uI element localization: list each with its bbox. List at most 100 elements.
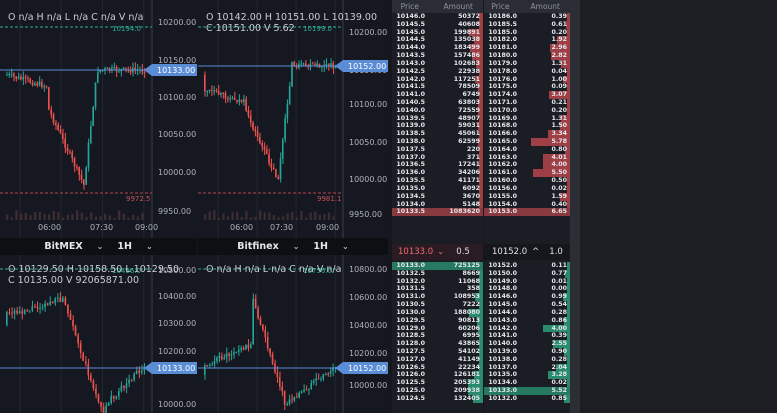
ask-row[interactable]: 10163.0 4.01: [484, 153, 570, 162]
ask-row[interactable]: 10142.5 22938: [392, 67, 483, 76]
exchange-selector-bitmex[interactable]: BitMEX ⌄ 1H ⌄: [0, 238, 197, 255]
chevron-down-icon[interactable]: ⌄: [145, 242, 153, 251]
ask-row[interactable]: 10182.0 1.92: [484, 36, 570, 45]
ask-row[interactable]: 10175.0 0.09: [484, 83, 570, 92]
bid-row[interactable]: 10139.0 0.90: [484, 347, 570, 356]
bid-row[interactable]: 10133.0 5.52: [484, 387, 570, 395]
ask-row[interactable]: 10136.5 17241: [392, 161, 483, 170]
bid-row[interactable]: 10141.0 0.39: [484, 332, 570, 341]
bid-row[interactable]: 10126.0 126181: [392, 371, 483, 380]
bid-row[interactable]: 10149.0 0.01: [484, 277, 570, 286]
bid-row[interactable]: 10132.5 8669: [392, 269, 483, 278]
bid-row[interactable]: 10135.0 3.28: [484, 371, 570, 380]
orderbook-bitmex[interactable]: Price Amount 10146.0 50372 10145.5 40608 1014…: [392, 0, 483, 413]
bid-row[interactable]: 10130.5 7222: [392, 301, 483, 309]
ask-row[interactable]: 10178.0 0.04: [484, 67, 570, 76]
ask-row[interactable]: 10169.0 1.31: [484, 114, 570, 123]
ask-row[interactable]: 10155.0 1.59: [484, 192, 570, 201]
price-chart-br[interactable]: 10800.00 10600.00 10400.00 10200.00 10000.00…: [198, 255, 388, 413]
ask-row[interactable]: 10164.0 0.80: [484, 145, 570, 154]
ask-row[interactable]: 10162.0 4.00: [484, 161, 570, 170]
ask-row[interactable]: 10156.0 0.02: [484, 184, 570, 193]
chart-panel-bitfinex-top[interactable]: 10200.0010150.0010100.0010050.0010000.00…: [198, 0, 388, 238]
ask-row[interactable]: 10144.0 183499: [392, 44, 483, 53]
ask-row[interactable]: 10139.0 59031: [392, 122, 483, 131]
ask-row[interactable]: 10153.0 6.65: [484, 208, 570, 217]
bid-row[interactable]: 10140.0 2.55: [484, 340, 570, 348]
ask-row[interactable]: 10170.0 0.20: [484, 106, 570, 115]
bid-row[interactable]: 10126.5 22234: [392, 363, 483, 372]
ask-row[interactable]: 10143.5 157486: [392, 52, 483, 60]
ask-row[interactable]: 10138.0 62599: [392, 138, 483, 146]
ask-row[interactable]: 10143.0 102683: [392, 59, 483, 68]
ask-row[interactable]: 10133.5 1083620: [392, 208, 483, 217]
bid-row[interactable]: 10143.0 0.86: [484, 316, 570, 325]
bid-row[interactable]: 10127.5 54102: [392, 347, 483, 356]
ask-row[interactable]: 10140.5 63803: [392, 98, 483, 107]
chevron-down-icon[interactable]: ⌄: [292, 242, 300, 251]
bid-row[interactable]: 10128.0 43865: [392, 340, 483, 348]
bid-row[interactable]: 10131.5 358: [392, 285, 483, 294]
ask-row[interactable]: 10136.0 34206: [392, 169, 483, 178]
ask-row[interactable]: 10161.0 5.50: [484, 169, 570, 178]
orderbook-bitfinex[interactable]: Price Amount 10186.0 0.39 10185.5 0.61 10185.…: [484, 0, 570, 413]
ask-row[interactable]: 10160.0 0.50: [484, 177, 570, 185]
ask-row[interactable]: 10145.0 199891: [392, 28, 483, 37]
ask-row[interactable]: 10179.0 1.31: [484, 59, 570, 68]
ask-row[interactable]: 10135.0 6092: [392, 184, 483, 193]
bid-row[interactable]: 10125.0 209938: [392, 387, 483, 395]
ask-row[interactable]: 10141.0 6749: [392, 91, 483, 99]
chart-panel-bitmex-top[interactable]: 10200.00 10150.00 10100.00 10050.00 10000.00…: [0, 0, 197, 238]
ask-row[interactable]: 10165.0 5.78: [484, 138, 570, 146]
chevron-down-icon[interactable]: ⌄: [96, 242, 104, 251]
bid-row[interactable]: 10127.0 41149: [392, 355, 483, 364]
interval-label[interactable]: 1H: [313, 241, 328, 252]
bid-row[interactable]: 10152.0 0.11: [484, 262, 570, 270]
ask-row[interactable]: 10185.0 0.20: [484, 28, 570, 37]
bid-row[interactable]: 10130.0 188080: [392, 308, 483, 317]
bid-row[interactable]: 10137.0 2.04: [484, 363, 570, 372]
ask-row[interactable]: 10137.5 220: [392, 145, 483, 154]
ask-row[interactable]: 10134.0 5148: [392, 200, 483, 209]
price-chart-tl[interactable]: 10200.00 10150.00 10100.00 10050.00 10000.00…: [0, 0, 197, 238]
bid-row[interactable]: 10144.0 0.28: [484, 308, 570, 317]
bid-row[interactable]: 10124.5 132405: [392, 394, 483, 403]
ask-row[interactable]: 10154.0 0.40: [484, 200, 570, 209]
ask-row[interactable]: 10166.0 3.34: [484, 130, 570, 138]
price-chart-bl[interactable]: 10500.00 10400.00 10300.00 10200.00 10000.00…: [0, 255, 197, 413]
bid-row[interactable]: 10131.0 108953: [392, 293, 483, 302]
price-chart-tr[interactable]: 10200.0010150.0010100.0010050.0010000.00…: [198, 0, 388, 238]
scrollbar[interactable]: [570, 0, 580, 413]
bid-row[interactable]: 10129.5 90813: [392, 316, 483, 325]
ask-row[interactable]: 10140.0 72559: [392, 106, 483, 115]
bid-row[interactable]: 10128.5 6995: [392, 332, 483, 341]
bid-row[interactable]: 10134.0 0.02: [484, 379, 570, 387]
ask-row[interactable]: 10137.0 371: [392, 153, 483, 162]
ask-row[interactable]: 10146.0 50372: [392, 13, 483, 21]
ask-row[interactable]: 10139.5 48907: [392, 114, 483, 123]
chevron-down-icon[interactable]: ⌄: [341, 242, 349, 251]
ask-row[interactable]: 10171.0 0.21: [484, 98, 570, 107]
bid-row[interactable]: 10145.0 0.54: [484, 301, 570, 309]
exchange-selector-bitfinex[interactable]: Bitfinex ⌄ 1H ⌄: [198, 238, 388, 255]
ask-row[interactable]: 10185.5 0.61: [484, 20, 570, 29]
ask-row[interactable]: 10168.0 1.50: [484, 122, 570, 131]
bid-row[interactable]: 10132.0 11068: [392, 277, 483, 286]
ask-row[interactable]: 10141.5 78509: [392, 83, 483, 92]
ask-row[interactable]: 10176.0 1.00: [484, 75, 570, 84]
bid-row[interactable]: 10146.0 0.99: [484, 293, 570, 302]
bid-row[interactable]: 10133.0 725125: [392, 262, 483, 270]
interval-label[interactable]: 1H: [117, 241, 132, 252]
ask-row[interactable]: 10135.5 41171: [392, 177, 483, 185]
bid-row[interactable]: 10150.0 0.77: [484, 269, 570, 278]
bid-row[interactable]: 10148.0 0.00: [484, 285, 570, 294]
chart-panel-bitmex-bottom[interactable]: 10500.00 10400.00 10300.00 10200.00 10000.00…: [0, 255, 197, 413]
ask-row[interactable]: 10174.0 3.07: [484, 91, 570, 99]
ask-row[interactable]: 10186.0 0.39: [484, 13, 570, 21]
bid-row[interactable]: 10142.0 4.00: [484, 324, 570, 333]
ask-row[interactable]: 10144.5 135038: [392, 36, 483, 45]
ask-row[interactable]: 10138.5 45061: [392, 130, 483, 138]
bid-row[interactable]: 10125.5 205393: [392, 379, 483, 387]
ask-row[interactable]: 10180.0 2.82: [484, 52, 570, 60]
chart-panel-bitfinex-bottom[interactable]: 10800.00 10600.00 10400.00 10200.00 10000.00…: [198, 255, 388, 413]
